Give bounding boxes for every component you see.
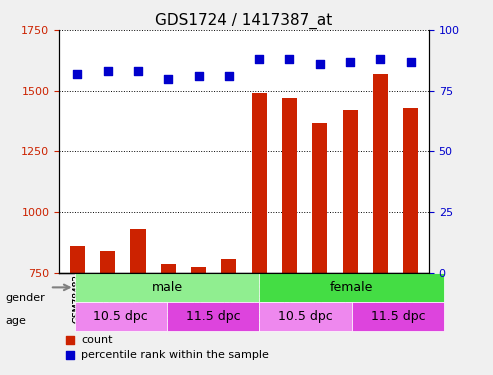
- Bar: [100, 251, 115, 273]
- Text: gender: gender: [5, 293, 45, 303]
- Title: GDS1724 / 1417387_at: GDS1724 / 1417387_at: [155, 12, 333, 28]
- Point: [407, 58, 415, 64]
- Bar: [161, 264, 176, 273]
- Point: [195, 73, 203, 79]
- Text: male: male: [151, 281, 182, 294]
- Point: [316, 61, 324, 67]
- Bar: [343, 110, 358, 273]
- Point: [104, 68, 111, 74]
- FancyBboxPatch shape: [259, 273, 444, 302]
- Text: 10.5 dpc: 10.5 dpc: [278, 310, 333, 323]
- Bar: [130, 229, 145, 273]
- Point: [134, 68, 142, 74]
- Bar: [70, 246, 85, 273]
- Bar: [191, 267, 206, 273]
- Point: [285, 56, 293, 62]
- Text: female: female: [330, 281, 374, 294]
- FancyBboxPatch shape: [167, 302, 259, 331]
- FancyBboxPatch shape: [74, 273, 259, 302]
- FancyBboxPatch shape: [352, 302, 444, 331]
- Bar: [373, 74, 388, 273]
- Point: [164, 75, 172, 81]
- Point: [73, 71, 81, 77]
- Point: [255, 56, 263, 62]
- Point: [346, 58, 354, 64]
- Point: [341, 230, 349, 236]
- Text: 11.5 dpc: 11.5 dpc: [371, 310, 425, 323]
- Text: count: count: [81, 335, 113, 345]
- Bar: [312, 123, 327, 273]
- Bar: [282, 99, 297, 273]
- Text: percentile rank within the sample: percentile rank within the sample: [81, 350, 269, 360]
- Point: [341, 98, 349, 104]
- Point: [225, 73, 233, 79]
- Point: [377, 56, 385, 62]
- Bar: [251, 93, 267, 273]
- Text: age: age: [5, 316, 26, 326]
- Text: 11.5 dpc: 11.5 dpc: [186, 310, 241, 323]
- FancyBboxPatch shape: [259, 302, 352, 331]
- Text: 10.5 dpc: 10.5 dpc: [93, 310, 148, 323]
- Bar: [403, 108, 418, 273]
- FancyBboxPatch shape: [74, 302, 167, 331]
- Bar: [221, 259, 237, 273]
